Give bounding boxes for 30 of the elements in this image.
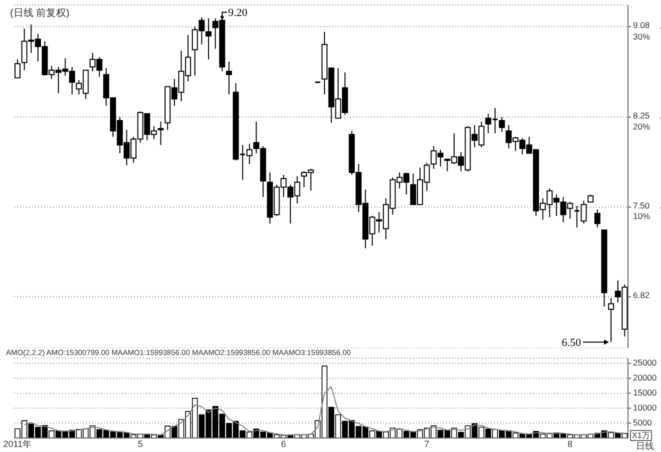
line-series [24, 386, 626, 436]
chart-title: (日线 前复权) [10, 6, 70, 20]
candlestick [608, 298, 614, 343]
candlestick [158, 121, 164, 146]
candlestick [498, 116, 505, 133]
y-tick-label: 7.50 [633, 200, 650, 210]
y-tick-label: 8.25 [633, 110, 650, 120]
candlestick [14, 58, 20, 78]
y2-tick-label: 30% [633, 32, 650, 42]
candlestick [206, 18, 212, 60]
y-tick-label: 25000 [633, 358, 657, 368]
x-tick-label: 8 [568, 439, 573, 449]
y2-tick-label: 10% [633, 211, 650, 222]
x-tick-label: 7 [424, 439, 430, 449]
y-tick-label: 15000 [633, 387, 657, 398]
y2-tick-label: 20% [633, 121, 650, 132]
y-tick-label: 20000 [633, 372, 657, 383]
text: 日线 [636, 441, 654, 451]
y-axis-title: X1万 [630, 430, 652, 441]
y-tick-label: 9.08 [633, 20, 650, 30]
x-tick-label: 5 [138, 439, 143, 449]
candlestick [226, 61, 232, 95]
y-tick-label: 10000 [633, 402, 657, 412]
annotation: 6.50 [562, 337, 582, 350]
y-tick-label: 6.82 [633, 290, 650, 300]
y-tick-label: 5000 [633, 417, 652, 428]
annotation: 9.20 [228, 7, 248, 20]
candlestick [594, 209, 600, 228]
x-tick-label: 6 [280, 439, 286, 449]
x-tick-label: 2011年 [3, 439, 32, 449]
